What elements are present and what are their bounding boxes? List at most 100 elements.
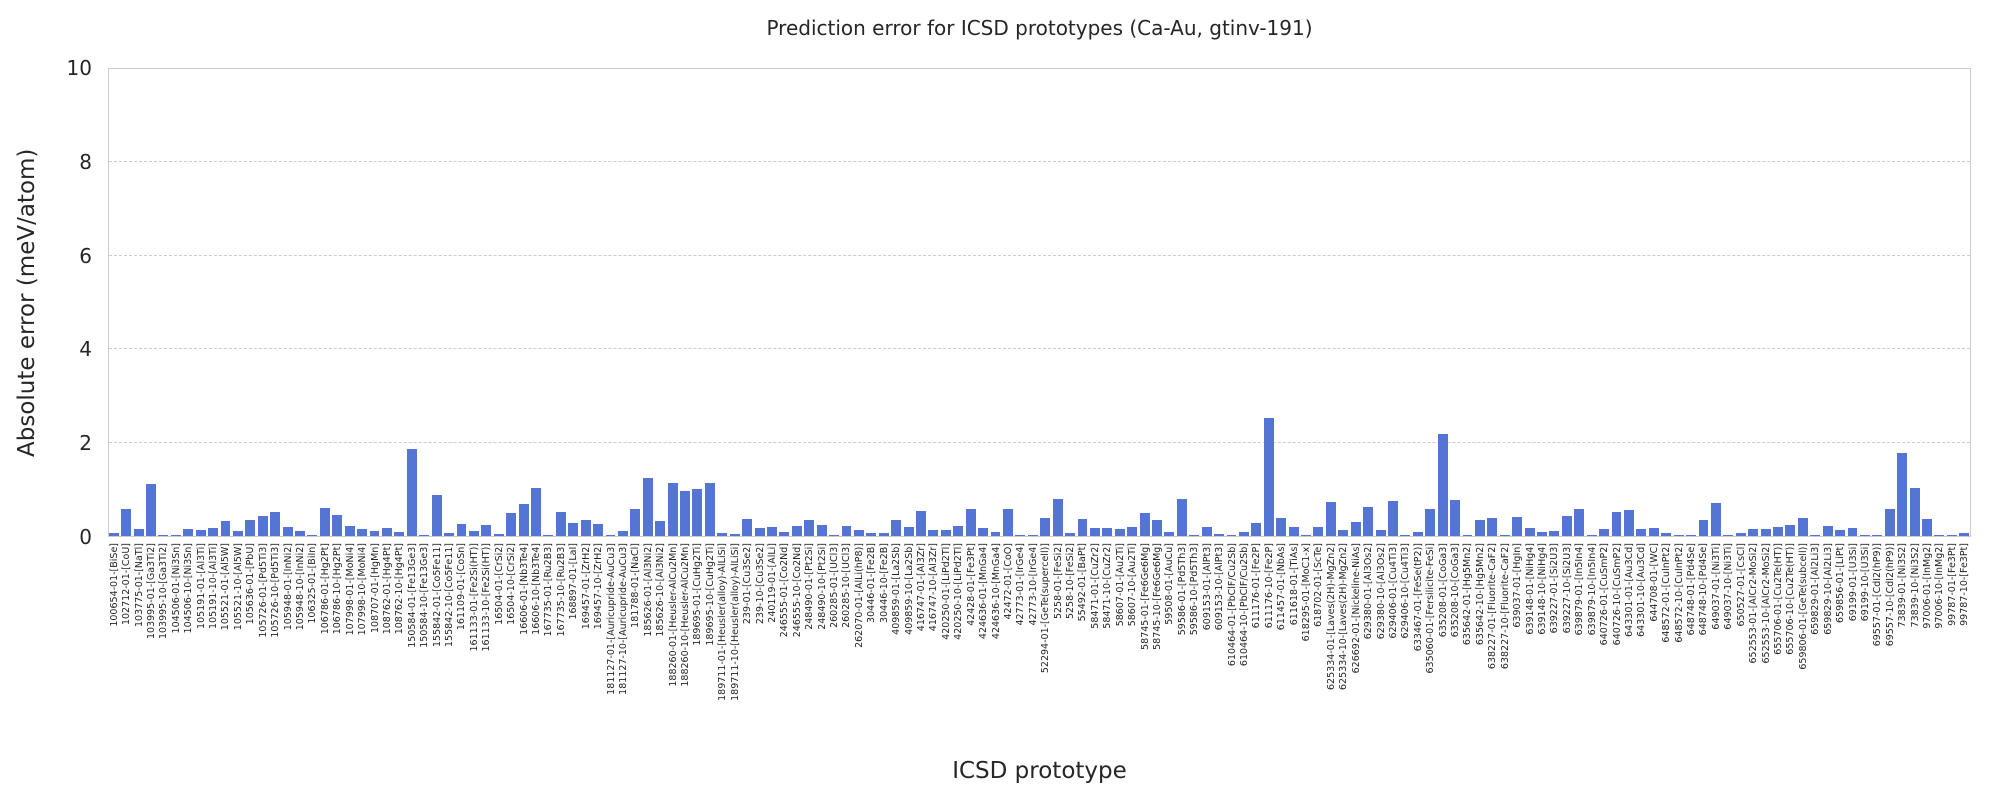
bar: [270, 512, 281, 536]
x-tick-label: 635208-01-[CoGa3]: [1437, 543, 1449, 638]
bar: [928, 529, 939, 536]
bar: [1040, 517, 1051, 536]
bar: [804, 520, 815, 536]
bar: [1686, 535, 1696, 536]
bar: [1450, 499, 1461, 536]
x-tick-label: 69557-01-[CdI2(hP9)]: [1872, 543, 1884, 647]
x-tick-label: 58471-01-[CuZr2]: [1089, 543, 1101, 629]
bar: [1015, 535, 1026, 536]
bar: [1822, 526, 1833, 536]
x-tick-label: 73839-01-[Ni3S2]: [1897, 543, 1909, 628]
x-tick-label: 655706-01-[Cu2Te(HT)]: [1772, 543, 1784, 655]
bar: [767, 526, 777, 536]
x-tick-label: 42773-10-[IrGe4]: [1027, 543, 1039, 626]
bar: [1673, 535, 1684, 536]
x-tick-label: 169457-01-[ZrH2]: [580, 543, 592, 630]
bar: [245, 519, 256, 536]
x-tick-label: 640726-10-[CuSmP2]: [1611, 543, 1623, 646]
x-tick-label: 73839-10-[Ni3S2]: [1909, 543, 1921, 628]
bar: [1114, 529, 1125, 536]
bar: [1698, 519, 1709, 536]
bar: [1301, 535, 1311, 536]
x-tick-label: 643301-01-[Au3Cd]: [1623, 543, 1635, 637]
bar: [953, 525, 964, 536]
y-tick-label: 10: [66, 56, 92, 80]
x-tick-label: 188260-10-[Heusler-AlCu2Mn]: [680, 543, 692, 687]
x-tick-label: 652553-01-[AlCr2-MoSi2]: [1748, 543, 1760, 664]
bar: [1611, 511, 1622, 536]
x-tick-label: 69199-01-[U3Si]: [1847, 543, 1859, 622]
x-tick-label: 168897-01-[LaI]: [568, 543, 580, 620]
x-tick-label: 659856-01-[LiPt]: [1835, 543, 1847, 624]
bar: [580, 520, 591, 536]
gridline-y4: [109, 348, 1970, 350]
x-tick-label: 155842-10-[Co5Fe11]: [444, 543, 456, 647]
x-tick-label: 260285-10-[UCl3]: [841, 543, 853, 628]
bar: [1810, 535, 1821, 536]
gridline-y2: [109, 441, 1970, 443]
x-tick-label: 30446-10-[Fe2B]: [878, 543, 890, 623]
bar: [680, 490, 690, 536]
x-tick-label: 611457-01-[NbAs]: [1276, 543, 1288, 631]
bar: [1350, 522, 1361, 536]
bar: [642, 477, 653, 536]
bar: [1623, 510, 1634, 536]
bar: [257, 515, 268, 536]
x-tick-label: 102712-01-[CoU]: [121, 543, 133, 626]
x-tick-label: 103775-01-[NaTl]: [133, 543, 145, 627]
bar: [1325, 502, 1336, 536]
bar: [208, 527, 219, 536]
bar: [1959, 532, 1970, 536]
x-tick-label: 167735-01-[Ru2B3]: [543, 543, 555, 637]
x-tick-label: 629380-01-[Al3Os2]: [1363, 543, 1375, 640]
x-tick-label: 105948-01-[InNi2]: [282, 543, 294, 631]
x-tick-label: 185626-10-[Al3Ni2]: [655, 543, 667, 637]
bar: [344, 526, 355, 536]
x-tick-label: 105636-01-[PbU]: [245, 543, 257, 625]
bar: [878, 533, 889, 536]
x-tick-label: 650527-01-[CsCl]: [1735, 543, 1747, 627]
x-tick-label: 42773-01-[IrGe4]: [1015, 543, 1027, 626]
x-tick-label: 42428-01-[Fe3Pt]: [965, 543, 977, 626]
bar: [1835, 529, 1846, 536]
bar: [1648, 527, 1659, 536]
x-tick-label: 655706-10-[Cu2Te(HT)]: [1785, 543, 1797, 655]
x-tick-label: 58607-01-[Au2Ti]: [1114, 543, 1126, 627]
x-tick-label: 239-01-[Cu3Se2]: [742, 543, 754, 625]
bar: [816, 525, 827, 536]
bar: [1214, 534, 1225, 536]
x-tick-label: 611618-01-[TiAs]: [1288, 543, 1300, 626]
x-tick-label: 640726-01-[CuSmP2]: [1599, 543, 1611, 646]
x-tick-label: 246555-10-[Co2Nd]: [791, 543, 803, 638]
bar: [605, 535, 616, 536]
bar: [990, 532, 1001, 536]
bar: [1499, 535, 1510, 536]
x-tick-label: 52294-01-[GeTe(supercell)]: [1040, 543, 1052, 674]
bar: [1437, 434, 1448, 536]
x-tick-label: 103995-01-[Ga3Ti2]: [145, 543, 157, 640]
x-tick-label: 611176-01-[Fe2P]: [1251, 543, 1263, 629]
x-tick-label: 58745-10-[Fe6Ge6Mg]: [1151, 543, 1163, 650]
x-tick-label: 97006-10-[InMg2]: [1934, 543, 1946, 629]
x-tick-label: 639879-10-[In5In4]: [1586, 543, 1598, 636]
x-tick-label: 189711-10-[Heusler(alloy)-AlLiSi]: [729, 543, 741, 701]
y-tick-label: 0: [79, 525, 92, 549]
bar: [1388, 501, 1398, 536]
bar: [170, 535, 181, 536]
bar: [1164, 532, 1175, 536]
x-tick-label: 635642-01-[Hg5Mn2]: [1462, 543, 1474, 646]
bar: [1512, 516, 1523, 536]
bar: [1946, 535, 1957, 536]
x-tick-label: 104506-10-[Ni3Sn]: [183, 543, 195, 634]
bar: [183, 528, 194, 536]
bar: [692, 489, 703, 536]
bar: [394, 532, 405, 536]
x-tick-label: 635642-10-[Hg5Mn2]: [1474, 543, 1486, 646]
x-tick-label: 189711-01-[Heusler(alloy)-AlLiSi]: [717, 543, 729, 701]
x-tick-label: 416747-01-[Al3Zr]: [916, 543, 927, 632]
bar: [1065, 533, 1075, 536]
x-tick-label: 611176-10-[Fe2P]: [1263, 543, 1275, 629]
x-tick-label: 659829-01-[Al2Li3]: [1810, 543, 1822, 635]
x-tick-label: 246555-01-[Co2Nd]: [779, 543, 791, 638]
